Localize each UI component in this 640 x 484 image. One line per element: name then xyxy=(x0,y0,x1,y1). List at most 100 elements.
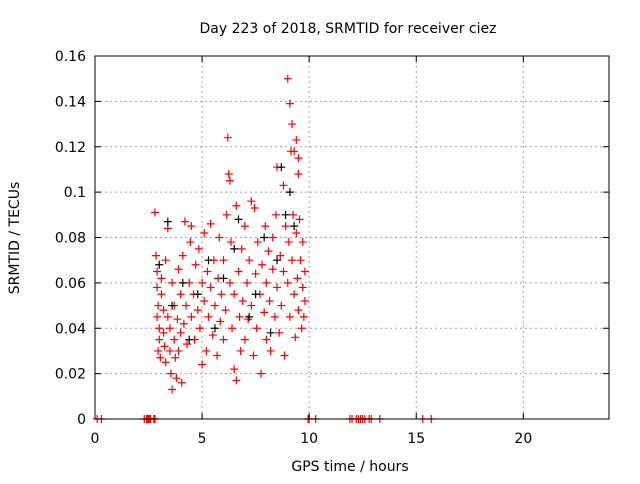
data-point-red xyxy=(180,217,189,226)
y-tick-label: 0.14 xyxy=(55,94,86,110)
data-point-red xyxy=(161,358,170,367)
data-point-red xyxy=(296,256,305,265)
data-point-red xyxy=(232,376,241,385)
data-point-red xyxy=(271,210,280,219)
data-point-red xyxy=(165,346,174,355)
x-tick-label: 0 xyxy=(91,431,100,447)
data-point-red xyxy=(160,342,169,351)
data-point-red xyxy=(159,328,168,337)
data-point-red xyxy=(177,378,186,387)
data-point-red xyxy=(200,228,209,237)
y-tick-label: 0.16 xyxy=(55,49,86,65)
data-point-red xyxy=(230,290,239,299)
data-point-red xyxy=(262,278,271,287)
data-point-red xyxy=(250,204,259,213)
data-point-red xyxy=(168,385,177,394)
data-point-red xyxy=(300,297,309,306)
data-point-red xyxy=(213,351,222,360)
data-point-red xyxy=(297,324,306,333)
data-point-red xyxy=(234,267,243,276)
data-point-red xyxy=(217,290,226,299)
data-point-black xyxy=(260,233,269,242)
data-point-red xyxy=(153,312,162,321)
data-point-red xyxy=(195,324,204,333)
data-point-red xyxy=(245,256,254,265)
y-tick-label: 0 xyxy=(77,412,86,428)
x-tick-label: 10 xyxy=(300,431,318,447)
y-tick-label: 0.06 xyxy=(55,276,86,292)
data-point-red xyxy=(270,312,279,321)
y-tick-label: 0.08 xyxy=(55,231,86,247)
data-point-red xyxy=(155,324,164,333)
x-tick-label: 15 xyxy=(407,431,425,447)
data-point-red xyxy=(173,315,182,324)
data-point-black xyxy=(290,222,299,231)
data-point-red xyxy=(281,222,290,231)
data-point-red xyxy=(206,219,215,228)
x-tick-label: 5 xyxy=(198,431,207,447)
data-point-red xyxy=(172,374,181,383)
y-tick-label: 0.12 xyxy=(55,140,86,156)
data-points xyxy=(93,74,436,423)
data-point-red xyxy=(268,233,277,242)
data-point-black xyxy=(155,260,164,269)
data-point-red xyxy=(208,331,217,340)
data-point-red xyxy=(273,283,282,292)
data-point-red xyxy=(292,135,301,144)
y-tick-label: 0.02 xyxy=(55,367,86,383)
data-point-red xyxy=(216,317,225,326)
data-point-red xyxy=(276,251,285,260)
data-point-black xyxy=(168,301,177,310)
data-point-red xyxy=(178,251,187,260)
data-point-red xyxy=(165,324,174,333)
data-point-red xyxy=(237,244,246,253)
data-point-red xyxy=(266,346,275,355)
data-point-red xyxy=(236,346,245,355)
data-point-black xyxy=(204,256,213,265)
data-point-red xyxy=(279,267,288,276)
data-point-red xyxy=(203,267,212,276)
y-tick-label: 0.04 xyxy=(55,321,86,337)
data-point-red xyxy=(187,222,196,231)
data-point-black xyxy=(245,312,254,321)
data-point-red xyxy=(202,346,211,355)
data-point-black xyxy=(251,290,260,299)
data-point-red xyxy=(277,301,286,310)
data-point-red xyxy=(285,99,294,108)
data-point-red xyxy=(262,335,271,344)
data-point-red xyxy=(247,197,256,206)
data-point-red xyxy=(163,312,172,321)
data-point-red xyxy=(154,346,163,355)
data-point-red xyxy=(155,335,164,344)
data-point-red xyxy=(174,265,183,274)
data-point-red xyxy=(298,283,307,292)
data-point-black xyxy=(219,274,228,283)
data-point-red xyxy=(186,238,195,247)
data-point-red xyxy=(170,335,179,344)
data-point-black xyxy=(285,188,294,197)
data-point-red xyxy=(252,324,261,333)
data-point-red xyxy=(206,283,215,292)
x-axis-label: GPS time / hours xyxy=(291,459,408,475)
data-point-black xyxy=(273,256,282,265)
data-point-red xyxy=(168,278,177,287)
data-point-red xyxy=(228,324,237,333)
data-point-red xyxy=(300,267,309,276)
data-point-red xyxy=(224,169,233,178)
data-point-black xyxy=(234,215,243,224)
data-point-black xyxy=(193,290,202,299)
data-point-red xyxy=(225,278,234,287)
data-point-red xyxy=(204,312,213,321)
data-point-red xyxy=(289,210,298,219)
data-point-red xyxy=(150,208,159,217)
data-point-red xyxy=(299,312,308,321)
data-point-red xyxy=(167,369,176,378)
data-point-red xyxy=(268,265,277,274)
data-point-red xyxy=(283,278,292,287)
data-point-red xyxy=(223,133,232,142)
data-point-red xyxy=(285,312,294,321)
data-point-red xyxy=(298,238,307,247)
data-point-black xyxy=(277,163,286,172)
data-point-red xyxy=(295,215,304,224)
